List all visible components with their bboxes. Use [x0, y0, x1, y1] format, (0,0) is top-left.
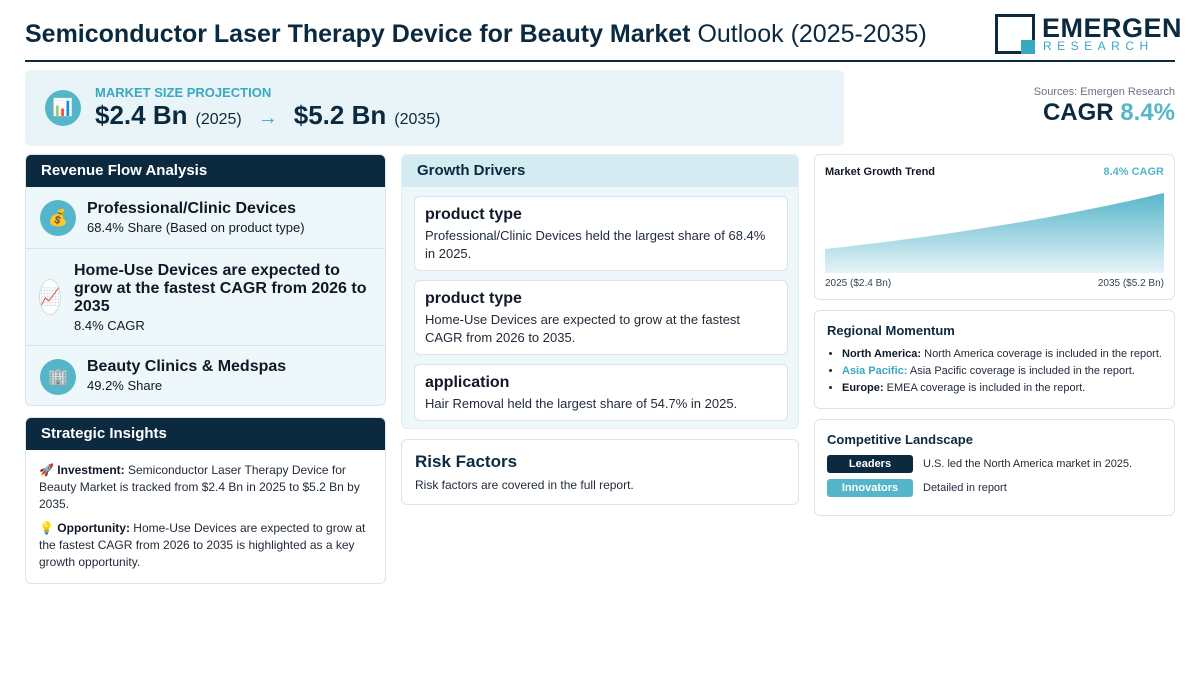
revenue-item-title: Beauty Clinics & Medspas [87, 358, 287, 375]
driver-text: Professional/Clinic Devices held the lar… [425, 228, 766, 261]
competitive-text: Detailed in report [923, 482, 1007, 494]
regional-momentum-title: Regional Momentum [827, 323, 955, 338]
revenue-item: 🏢 Beauty Clinics & Medspas 49.2% Share [26, 346, 385, 405]
driver-item: application Hair Removal held the larges… [414, 364, 788, 421]
emergen-logo[interactable]: EMERGEN RESEARCH [995, 13, 1182, 56]
risk-factors-title: Risk Factors [415, 452, 518, 471]
driver-title: application [425, 374, 510, 391]
growth-drivers-card: Growth Drivers product type Professional… [401, 154, 799, 429]
competitive-row: Leaders U.S. led the North America marke… [827, 455, 1132, 473]
projection-values: $2.4 Bn (2025) → $5.2 Bn (2035) [95, 100, 441, 131]
risk-factors-text: Risk factors are covered in the full rep… [415, 478, 634, 492]
region-item: Asia Pacific: Asia Pacific coverage is i… [842, 363, 1162, 380]
projection-label: MARKET SIZE PROJECTION [95, 85, 272, 100]
start-value: $2.4 Bn [95, 100, 188, 130]
end-value: $5.2 Bn [293, 100, 387, 130]
logo-mark-icon [995, 14, 1035, 54]
strategic-insights-card: Strategic Insights 🚀 Investment: Semicon… [25, 417, 386, 584]
revenue-item-sub: 49.2% Share [87, 378, 163, 393]
market-growth-trend-card: Market Growth Trend 8.4% CAGR 2025 ($2.4… [814, 154, 1175, 300]
end-year: (2035) [394, 111, 441, 128]
innovators-badge: Innovators [827, 479, 913, 497]
revenue-item-title: Professional/Clinic Devices [87, 200, 296, 217]
bar-chart-icon: 📊 [45, 90, 81, 126]
trend-title: Market Growth Trend [825, 166, 936, 178]
revenue-flow-title: Revenue Flow Analysis [26, 155, 385, 187]
start-year: (2025) [195, 111, 242, 128]
revenue-item: 💰 Professional/Clinic Devices 68.4% Shar… [26, 187, 385, 249]
logo-name: EMERGEN [1042, 13, 1183, 43]
revenue-item: 📈 Home-Use Devices are expected to grow … [26, 249, 385, 346]
page-header: Semiconductor Laser Therapy Device for B… [25, 12, 1182, 62]
trend-end-label: 2035 ($5.2 Bn) [1097, 278, 1164, 289]
trend-start-label: 2025 ($2.4 Bn) [825, 278, 892, 289]
driver-title: product type [425, 290, 522, 307]
money-bag-icon: 💰 [40, 200, 76, 236]
region-item: Europe: EMEA coverage is included in the… [842, 380, 1162, 397]
logo-subtitle: RESEARCH [1043, 39, 1154, 53]
lightbulb-icon: 💡 [39, 521, 54, 535]
driver-text: Hair Removal held the largest share of 5… [425, 396, 738, 411]
competitive-landscape-title: Competitive Landscape [827, 432, 973, 447]
driver-item: product type Professional/Clinic Devices… [414, 196, 788, 271]
region-item: North America: North America coverage is… [842, 346, 1162, 363]
growth-drivers-title: Growth Drivers [402, 155, 798, 187]
regional-momentum-card: Regional Momentum North America: North A… [814, 310, 1175, 409]
driver-title: product type [425, 206, 522, 223]
trend-up-icon: 📈 [39, 279, 61, 315]
investment-insight: 🚀 Investment: Semiconductor Laser Therap… [39, 463, 360, 511]
revenue-item-sub: 8.4% CAGR [74, 318, 145, 333]
rocket-icon: 🚀 [39, 463, 54, 477]
building-icon: 🏢 [40, 359, 76, 395]
cagr-headline: CAGR 8.4% [1042, 99, 1175, 126]
revenue-item-title: Home-Use Devices are expected to grow at… [74, 262, 367, 315]
trend-area [825, 193, 1164, 273]
page-title: Semiconductor Laser Therapy Device for B… [25, 20, 927, 48]
cagr-value: 8.4% [1120, 99, 1175, 126]
risk-factors-card: Risk Factors Risk factors are covered in… [401, 439, 799, 505]
cagr-summary: Sources: Emergen Research CAGR 8.4% [1034, 86, 1175, 127]
strategic-insights-title: Strategic Insights [26, 418, 385, 450]
competitive-row: Innovators Detailed in report [827, 479, 1007, 497]
arrow-right-icon: → [257, 107, 278, 129]
driver-text: Home-Use Devices are expected to grow at… [425, 312, 741, 345]
competitive-landscape-card: Competitive Landscape Leaders U.S. led t… [814, 419, 1175, 516]
trend-cagr: 8.4% CAGR [1103, 166, 1164, 178]
revenue-item-sub: 68.4% Share (Based on product type) [87, 220, 305, 235]
driver-item: product type Home-Use Devices are expect… [414, 280, 788, 355]
opportunity-insight: 💡 Opportunity: Home-Use Devices are expe… [39, 521, 366, 569]
revenue-flow-card: Revenue Flow Analysis 💰 Professional/Cli… [25, 154, 386, 406]
region-list: North America: North America coverage is… [842, 346, 1162, 397]
market-size-projection: 📊 MARKET SIZE PROJECTION $2.4 Bn (2025) … [25, 70, 844, 146]
growth-trend-chart [825, 193, 1164, 273]
sources-text: Sources: Emergen Research [1033, 86, 1175, 98]
competitive-text: U.S. led the North America market in 202… [923, 458, 1133, 470]
leaders-badge: Leaders [827, 455, 913, 473]
